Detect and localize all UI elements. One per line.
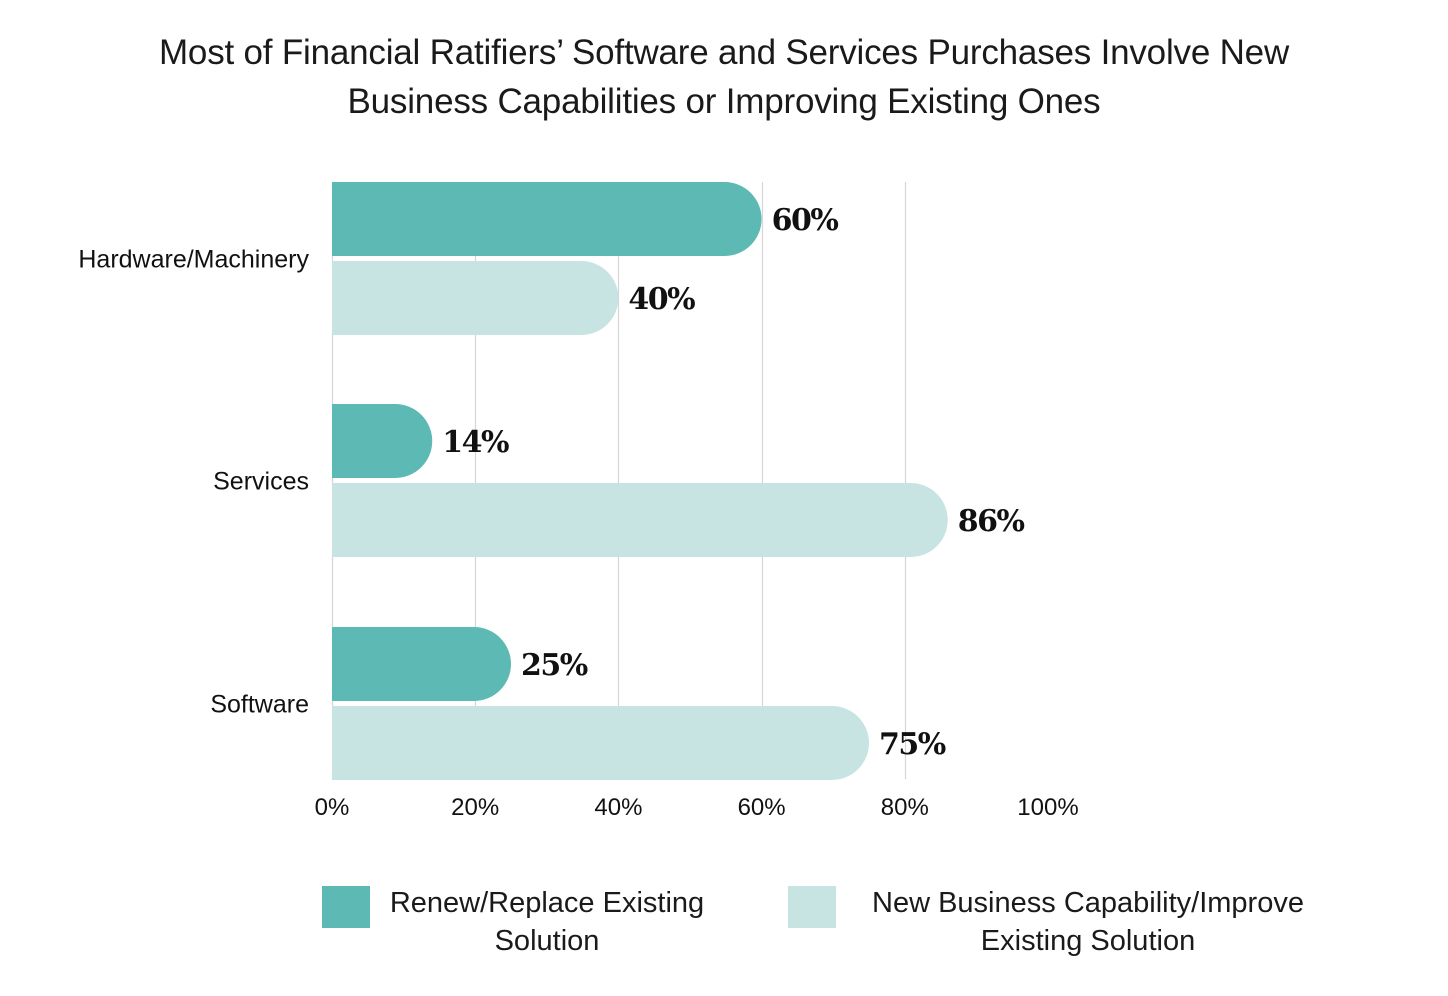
bar-renew — [332, 182, 762, 256]
bar-layer — [332, 182, 948, 780]
x-tick-label: 100% — [1017, 794, 1078, 821]
x-tick-label: 80% — [881, 794, 929, 821]
x-tick-label: 60% — [738, 794, 786, 821]
bar-renew — [332, 627, 511, 701]
data-label: 86% — [958, 504, 1025, 539]
bar-new-business — [332, 706, 869, 780]
data-label: 40% — [628, 282, 695, 317]
x-tick-label: 20% — [451, 794, 499, 821]
data-label: 75% — [879, 727, 946, 762]
bar-renew — [332, 404, 433, 479]
legend-swatch-renew — [322, 886, 370, 928]
bar-chart: 0% 20% 40% 60% 80% 100% 60% 40% Hardware/Machine… — [78, 182, 1079, 821]
chart-title: Most of Financial Ratifiers’ Software an… — [0, 28, 1448, 126]
legend-label-renew-line-2: Solution — [494, 925, 600, 957]
data-label: 14% — [442, 425, 509, 460]
legend-label-renew-line-1: Renew/Replace Existing — [389, 887, 705, 919]
category-label: Services — [213, 468, 309, 496]
x-tick-label: 0% — [315, 794, 350, 821]
legend-label-new-business-line-1: New Business Capability/Improve — [872, 887, 1304, 919]
legend-label-renew: Renew/Replace Existing Solution — [372, 884, 722, 960]
legend-swatch-new-business — [788, 886, 836, 928]
bar-new-business — [332, 261, 619, 335]
data-label: 25% — [521, 648, 588, 683]
x-tick-label: 40% — [594, 794, 642, 821]
data-label: 60% — [772, 203, 839, 238]
legend-label-new-business: New Business Capability/Improve Existing… — [848, 884, 1328, 960]
label-layer: 0% 20% 40% 60% 80% 100% 60% 40% Hardware/Machine… — [78, 203, 1078, 821]
legend: Renew/Replace Existing Solution New Busi… — [0, 884, 1448, 974]
chart-title-line-1: Most of Financial Ratifiers’ Software an… — [158, 33, 1290, 72]
category-label: Hardware/Machinery — [78, 246, 309, 274]
category-label: Software — [210, 691, 309, 719]
legend-label-new-business-line-2: Existing Solution — [980, 925, 1196, 957]
bar-new-business — [332, 483, 948, 557]
chart-title-line-2: Business Capabilities or Improving Exist… — [347, 82, 1101, 121]
